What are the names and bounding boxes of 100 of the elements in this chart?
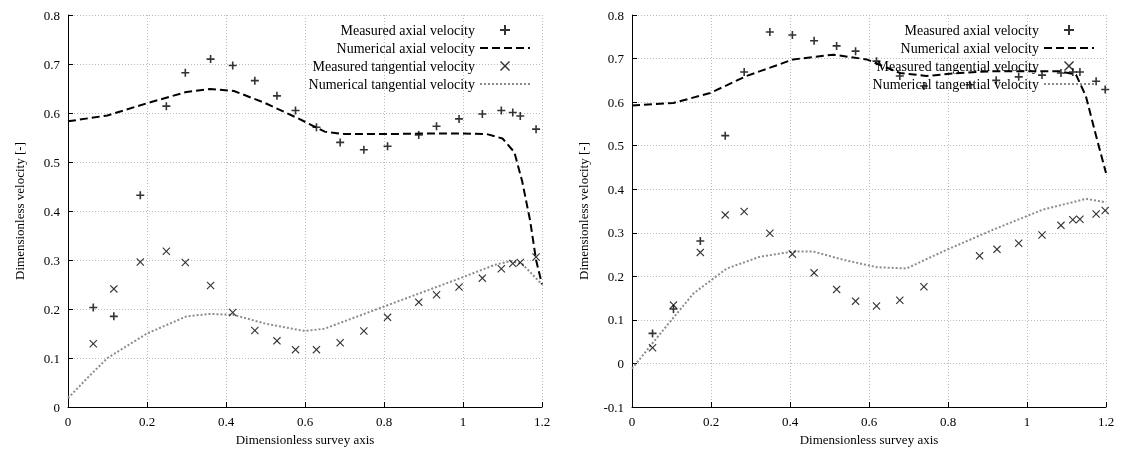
x-tick-label: 0.8 bbox=[375, 414, 393, 429]
y-tick-label: 0 bbox=[617, 355, 624, 371]
x-axis-title: Dimensionless survey axis bbox=[235, 432, 375, 447]
point bbox=[89, 339, 98, 348]
point bbox=[1101, 85, 1110, 94]
point bbox=[206, 55, 215, 64]
line-series bbox=[67, 259, 543, 400]
x-axis-title: Dimensionless survey axis bbox=[799, 432, 939, 447]
point bbox=[788, 31, 797, 40]
point bbox=[250, 76, 259, 85]
point bbox=[312, 123, 321, 132]
point bbox=[89, 303, 98, 312]
y-tick-label: 0.5 bbox=[43, 154, 60, 170]
legend-label: Measured tangential velocity bbox=[312, 58, 475, 74]
y-axis-title: Dimensionless velocity [-] bbox=[12, 142, 27, 280]
y-tick-label: 0.1 bbox=[607, 312, 624, 328]
point bbox=[336, 338, 345, 347]
point bbox=[455, 114, 464, 123]
x-tick-label: 0.8 bbox=[939, 414, 957, 429]
point bbox=[162, 247, 171, 256]
point bbox=[109, 312, 118, 321]
point bbox=[181, 68, 190, 77]
y-tick-label: -0.1 bbox=[603, 399, 624, 415]
point bbox=[810, 268, 819, 277]
legend-label: Numerical axial velocity bbox=[900, 40, 1039, 56]
point bbox=[1068, 215, 1077, 224]
point bbox=[109, 284, 118, 293]
x-tick-label: 1 bbox=[1023, 414, 1031, 429]
point bbox=[740, 68, 749, 77]
point bbox=[383, 313, 392, 322]
y-tick-label: 0.6 bbox=[607, 94, 625, 110]
y-tick-label: 0 bbox=[53, 399, 60, 415]
point bbox=[1075, 215, 1084, 224]
point bbox=[765, 27, 774, 36]
point bbox=[181, 258, 190, 267]
point bbox=[414, 131, 423, 140]
point bbox=[740, 207, 749, 216]
point bbox=[250, 326, 259, 335]
point bbox=[432, 290, 441, 299]
point bbox=[872, 301, 881, 310]
x-tick-label: 0.2 bbox=[702, 414, 720, 429]
point bbox=[532, 125, 541, 134]
point bbox=[975, 251, 984, 260]
point bbox=[992, 245, 1001, 254]
x-tick-label: 0.6 bbox=[296, 414, 314, 429]
point bbox=[1075, 68, 1084, 77]
legend-label: Numerical axial velocity bbox=[336, 40, 475, 56]
point bbox=[136, 191, 145, 200]
x-tick-label: 0.6 bbox=[860, 414, 878, 429]
point bbox=[1056, 68, 1065, 77]
point bbox=[516, 258, 525, 267]
y-tick-label: 0.2 bbox=[607, 268, 624, 284]
point bbox=[851, 297, 860, 306]
y-tick-label: 0.2 bbox=[43, 301, 60, 317]
legend-label: Measured axial velocity bbox=[904, 22, 1039, 38]
point bbox=[508, 108, 517, 117]
point bbox=[895, 296, 904, 305]
point bbox=[1014, 239, 1023, 248]
point bbox=[1101, 206, 1110, 215]
point bbox=[721, 210, 730, 219]
point bbox=[516, 111, 525, 120]
point bbox=[432, 122, 441, 131]
y-axis-title: Dimensionless velocity [-] bbox=[576, 142, 591, 280]
y-tick-label: 0.4 bbox=[607, 181, 625, 197]
point bbox=[508, 259, 517, 268]
point bbox=[648, 343, 657, 352]
y-tick-label: 0.8 bbox=[43, 7, 60, 23]
point bbox=[497, 264, 506, 273]
point bbox=[696, 248, 705, 257]
point bbox=[832, 285, 841, 294]
point bbox=[272, 91, 281, 100]
y-tick-label: 0.1 bbox=[43, 350, 60, 366]
point bbox=[136, 257, 145, 266]
point bbox=[414, 298, 423, 307]
x-tick-label: 1 bbox=[459, 414, 467, 429]
point bbox=[919, 282, 928, 291]
point bbox=[1092, 77, 1101, 86]
point bbox=[810, 36, 819, 45]
point bbox=[359, 145, 368, 154]
y-tick-label: 0.3 bbox=[43, 252, 60, 268]
point bbox=[765, 229, 774, 238]
x-tick-label: 1.2 bbox=[1097, 414, 1115, 429]
point bbox=[1068, 68, 1077, 77]
point bbox=[788, 250, 797, 259]
x-tick-label: 0.4 bbox=[217, 414, 235, 429]
x-tick-label: 0.2 bbox=[138, 414, 156, 429]
point bbox=[832, 41, 841, 50]
y-tick-label: 0.4 bbox=[43, 203, 61, 219]
y-tick-label: 0.7 bbox=[43, 56, 61, 72]
x-tick-label: 0.4 bbox=[781, 414, 799, 429]
x-tick-label: 0 bbox=[628, 414, 636, 429]
point bbox=[1038, 71, 1047, 80]
y-tick-label: 0.7 bbox=[607, 51, 625, 67]
y-tick-label: 0.3 bbox=[607, 225, 624, 241]
y-tick-label: 0.6 bbox=[43, 105, 61, 121]
point bbox=[162, 102, 171, 111]
point bbox=[228, 61, 237, 70]
point bbox=[478, 274, 487, 283]
point bbox=[272, 336, 281, 345]
point bbox=[721, 131, 730, 140]
